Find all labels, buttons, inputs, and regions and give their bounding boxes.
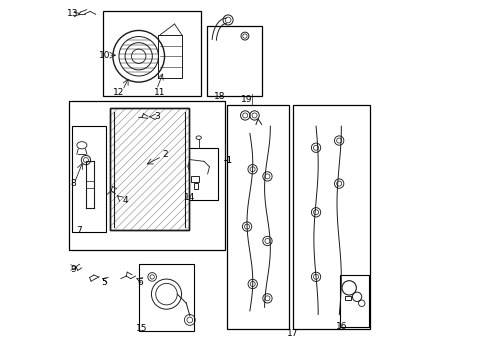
Text: 15: 15 bbox=[136, 324, 147, 333]
Text: 2: 2 bbox=[162, 150, 168, 159]
Bar bbox=[139, 264, 194, 330]
Bar bbox=[191, 176, 199, 182]
Bar bbox=[110, 108, 188, 230]
Bar bbox=[72, 126, 105, 232]
Text: 4: 4 bbox=[122, 196, 128, 205]
Bar bbox=[344, 296, 350, 300]
Text: -1: -1 bbox=[223, 156, 232, 165]
Text: 18: 18 bbox=[213, 92, 224, 101]
Text: -1: -1 bbox=[223, 156, 232, 165]
Text: 14: 14 bbox=[183, 193, 195, 202]
Bar bbox=[102, 12, 201, 96]
Text: 19: 19 bbox=[240, 95, 251, 104]
Text: 17: 17 bbox=[286, 329, 298, 338]
Text: 16: 16 bbox=[335, 322, 346, 331]
Text: 6: 6 bbox=[137, 278, 143, 287]
Text: 8: 8 bbox=[70, 179, 76, 188]
Bar bbox=[226, 105, 289, 329]
Bar bbox=[69, 101, 224, 250]
Text: 11: 11 bbox=[153, 87, 165, 96]
Text: 12: 12 bbox=[113, 88, 124, 97]
Text: 3: 3 bbox=[154, 112, 160, 121]
Text: 7: 7 bbox=[76, 226, 81, 235]
Bar bbox=[339, 275, 368, 327]
Bar bbox=[206, 26, 262, 96]
Bar bbox=[194, 183, 198, 189]
Bar bbox=[180, 148, 217, 200]
Text: 13: 13 bbox=[66, 9, 78, 18]
Bar bbox=[292, 105, 369, 329]
Text: 5: 5 bbox=[102, 278, 107, 287]
Text: 9: 9 bbox=[70, 265, 76, 274]
Text: 10: 10 bbox=[99, 51, 110, 60]
Bar bbox=[110, 108, 188, 230]
